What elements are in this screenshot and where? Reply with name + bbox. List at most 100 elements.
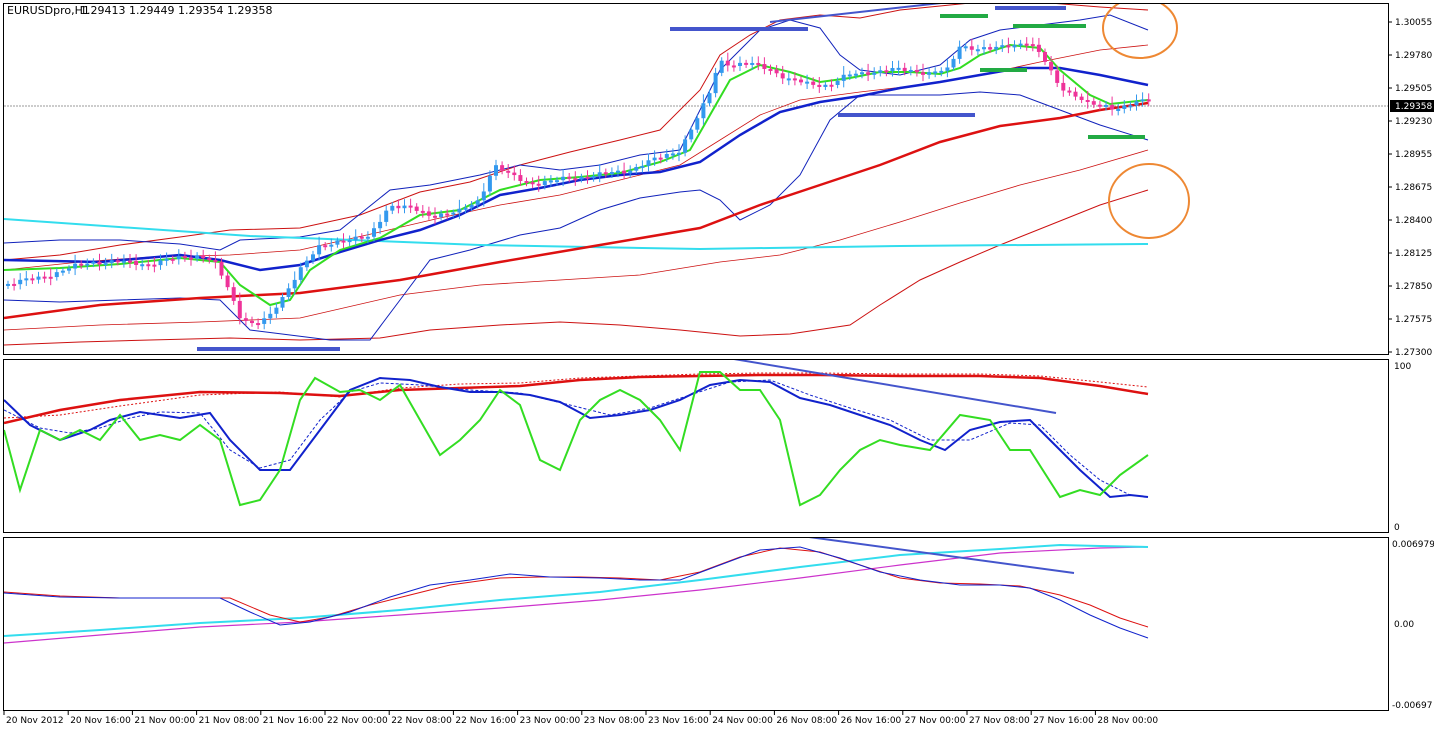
candle-body xyxy=(433,215,437,218)
candle-body xyxy=(164,258,169,261)
candle-body xyxy=(109,260,114,264)
candle-body xyxy=(695,118,700,130)
candle-body xyxy=(670,153,675,156)
time-axis: 20 Nov 2012 20 Nov 16:00 21 Nov 00:00 21 No… xyxy=(3,711,1158,726)
candle-body xyxy=(969,46,974,50)
candle-body xyxy=(707,93,712,104)
price-tick-label: 1.29230 xyxy=(1395,117,1432,127)
candle-body xyxy=(323,245,328,248)
candle-body xyxy=(817,84,822,87)
candle-body xyxy=(1043,51,1047,62)
price-tick-label: 1.27575 xyxy=(1395,315,1432,325)
price-tick-label: 1.28125 xyxy=(1395,249,1432,259)
candle-body xyxy=(1024,43,1029,46)
candle-body xyxy=(841,74,846,81)
candle-body xyxy=(860,72,864,75)
time-tick-label: 27 Nov 00:00 xyxy=(905,716,966,726)
candle-body xyxy=(1122,105,1127,109)
candle-body xyxy=(304,260,309,268)
candle-body xyxy=(628,170,633,174)
candle-body xyxy=(12,283,17,286)
time-tick-label: 22 Nov 00:00 xyxy=(327,716,388,726)
candle-body xyxy=(1061,82,1066,91)
current-price-label: 1.29358 xyxy=(1395,102,1432,112)
macd-pane[interactable] xyxy=(3,537,1389,711)
candle-body xyxy=(347,240,352,243)
candle-body xyxy=(158,260,163,266)
candle-body xyxy=(494,165,498,176)
candle-body xyxy=(689,129,694,140)
candle-body xyxy=(311,254,315,261)
candle-body xyxy=(115,260,120,263)
candle-body xyxy=(67,268,71,271)
time-tick-label: 26 Nov 08:00 xyxy=(776,716,837,726)
candle-body xyxy=(408,205,413,208)
candle-body xyxy=(213,260,218,263)
candle-body xyxy=(317,245,322,255)
candle-body xyxy=(475,200,480,205)
candle-body xyxy=(481,191,486,201)
candle-body xyxy=(201,255,206,259)
candle-body xyxy=(1036,44,1041,52)
candle-body xyxy=(182,256,187,259)
candle-body xyxy=(921,72,925,75)
candle-body xyxy=(292,279,297,289)
candle-body xyxy=(140,264,145,267)
candle-body xyxy=(54,272,59,278)
symbol-label: EURUSDpro,H1 xyxy=(7,4,90,17)
candle-body xyxy=(506,170,511,173)
candle-body xyxy=(341,240,346,243)
price-tick-label: 1.29505 xyxy=(1395,84,1432,94)
candle-body xyxy=(262,318,267,324)
macd-lines xyxy=(4,538,1149,644)
price-tick-label: 1.30055 xyxy=(1395,18,1432,28)
candle-body xyxy=(18,279,23,285)
ema-fast-green xyxy=(4,43,1149,307)
candle-body xyxy=(908,69,913,72)
candle-body xyxy=(60,270,65,273)
divergence-line-osc xyxy=(733,360,1057,414)
candle-body xyxy=(146,264,151,267)
candle-body xyxy=(658,157,663,160)
candle-body xyxy=(1006,45,1011,48)
candle-body xyxy=(231,287,236,301)
candle-body xyxy=(719,60,724,73)
candle-body xyxy=(591,176,596,179)
candle-body xyxy=(1079,96,1084,101)
candle-body xyxy=(268,313,273,319)
candle-body xyxy=(225,275,230,288)
candle-body xyxy=(872,72,877,75)
candle-body xyxy=(378,221,383,229)
candle-body xyxy=(170,258,175,261)
candle-body xyxy=(219,261,224,276)
candle-body xyxy=(335,240,340,245)
time-tick-label: 28 Nov 00:00 xyxy=(1097,716,1158,726)
candle-body xyxy=(103,263,108,266)
candle-body xyxy=(988,47,993,50)
candle-body xyxy=(603,172,608,175)
bb-lower-mid xyxy=(4,149,1149,331)
time-tick-label: 22 Nov 08:00 xyxy=(391,716,452,726)
candle-body xyxy=(664,154,669,158)
candle-body xyxy=(811,81,816,85)
time-tick-label: 21 Nov 16:00 xyxy=(263,716,324,726)
ema-mid-blue xyxy=(4,66,1149,272)
candle-body xyxy=(914,69,919,73)
candle-body xyxy=(97,261,102,265)
candle-body xyxy=(890,68,895,72)
macd-blue-main xyxy=(4,546,1149,639)
candle-body xyxy=(134,260,139,265)
candle-body xyxy=(652,157,657,161)
candle-body xyxy=(512,172,517,176)
candle-body xyxy=(738,62,742,66)
candle-body xyxy=(561,176,566,181)
macd-tick-bottom: -0.00697 xyxy=(1392,701,1432,711)
candle-body xyxy=(457,208,462,213)
candle-body xyxy=(414,206,419,211)
bb-upper-outer xyxy=(4,4,1149,261)
candle-body xyxy=(597,172,602,177)
candle-body xyxy=(439,213,444,218)
candle-body xyxy=(530,182,535,185)
candle-body xyxy=(1067,90,1072,93)
moving-averages xyxy=(4,43,1149,320)
